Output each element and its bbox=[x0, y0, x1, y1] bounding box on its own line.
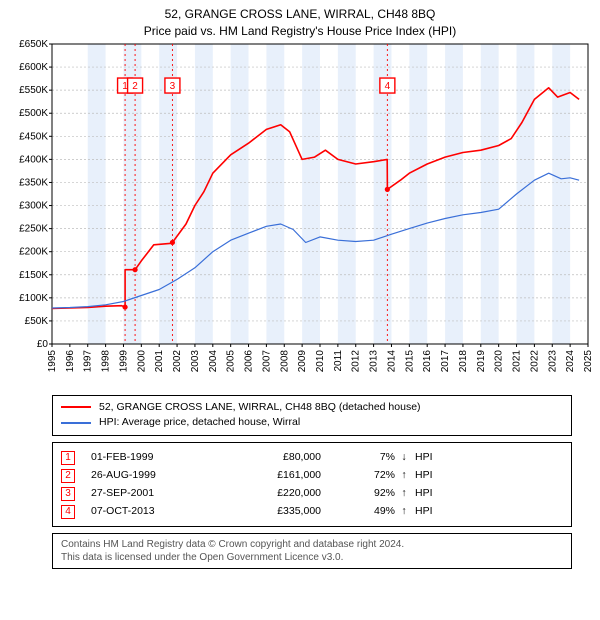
transaction-marker: 4 bbox=[61, 505, 75, 519]
svg-text:£50K: £50K bbox=[25, 316, 49, 327]
svg-text:2006: 2006 bbox=[244, 349, 255, 372]
footer-line1: Contains HM Land Registry data © Crown c… bbox=[61, 538, 563, 551]
svg-text:£650K: £650K bbox=[19, 40, 48, 50]
svg-text:2018: 2018 bbox=[458, 349, 469, 372]
transaction-hpi-label: HPI bbox=[415, 449, 433, 467]
svg-text:2004: 2004 bbox=[208, 349, 219, 372]
svg-text:£100K: £100K bbox=[19, 292, 48, 303]
svg-text:1998: 1998 bbox=[101, 349, 112, 372]
svg-text:£200K: £200K bbox=[19, 246, 48, 257]
svg-text:1997: 1997 bbox=[83, 349, 94, 372]
svg-text:2012: 2012 bbox=[351, 349, 362, 372]
svg-text:2001: 2001 bbox=[154, 349, 165, 372]
svg-text:2020: 2020 bbox=[494, 349, 505, 372]
svg-text:2019: 2019 bbox=[476, 349, 487, 372]
transaction-price: £80,000 bbox=[221, 449, 321, 467]
svg-text:2015: 2015 bbox=[404, 349, 415, 372]
transaction-price: £220,000 bbox=[221, 485, 321, 503]
transaction-direction-icon: ↑ bbox=[395, 503, 413, 521]
transaction-row: 4 07-OCT-2013£335,000 49%↑HPI bbox=[61, 503, 563, 521]
svg-text:1996: 1996 bbox=[65, 349, 76, 372]
svg-text:2014: 2014 bbox=[386, 349, 397, 372]
transactions-box: 101-FEB-1999£80,0007%↓HPI226-AUG-1999£16… bbox=[52, 442, 572, 527]
svg-text:2010: 2010 bbox=[315, 349, 326, 372]
svg-text:£450K: £450K bbox=[19, 131, 48, 142]
svg-text:£300K: £300K bbox=[19, 200, 48, 211]
transaction-pct: 49% bbox=[345, 503, 395, 521]
svg-text:2000: 2000 bbox=[136, 349, 147, 372]
transaction-row: 1 01-FEB-1999£80,000 7%↓HPI bbox=[61, 449, 563, 467]
svg-text:2013: 2013 bbox=[369, 349, 380, 372]
transaction-pct: 92% bbox=[345, 485, 395, 503]
transaction-price: £161,000 bbox=[221, 467, 321, 485]
price-chart: £0 £50K £100K £150K £200K £250K £300K £350K £400… bbox=[8, 40, 592, 386]
transaction-row: 3 27-SEP-2001£220,000 92%↑HPI bbox=[61, 485, 563, 503]
title-line1: 52, GRANGE CROSS LANE, WIRRAL, CH48 8BQ bbox=[8, 6, 592, 23]
svg-text:2024: 2024 bbox=[565, 349, 576, 372]
transaction-direction-icon: ↑ bbox=[395, 467, 413, 485]
transaction-pct: 72% bbox=[345, 467, 395, 485]
svg-text:2025: 2025 bbox=[583, 349, 592, 372]
transaction-hpi-label: HPI bbox=[415, 503, 433, 521]
legend-swatch bbox=[61, 422, 91, 424]
svg-text:2017: 2017 bbox=[440, 349, 451, 372]
svg-text:£0: £0 bbox=[37, 339, 49, 350]
legend-swatch bbox=[61, 406, 91, 408]
legend-item: HPI: Average price, detached house, Wirr… bbox=[61, 415, 563, 431]
svg-text:2022: 2022 bbox=[529, 349, 540, 372]
svg-text:2003: 2003 bbox=[190, 349, 201, 372]
svg-text:£500K: £500K bbox=[19, 108, 48, 119]
svg-text:3: 3 bbox=[170, 81, 176, 92]
chart-area: £0 £50K £100K £150K £200K £250K £300K £350K £400… bbox=[8, 40, 592, 389]
svg-text:2009: 2009 bbox=[297, 349, 308, 372]
svg-text:£150K: £150K bbox=[19, 269, 48, 280]
footer-line2: This data is licensed under the Open Gov… bbox=[61, 551, 563, 564]
transaction-direction-icon: ↓ bbox=[395, 449, 413, 467]
svg-text:2023: 2023 bbox=[547, 349, 558, 372]
transaction-direction-icon: ↑ bbox=[395, 485, 413, 503]
transaction-date: 26-AUG-1999 bbox=[91, 467, 221, 485]
svg-text:2011: 2011 bbox=[333, 349, 344, 371]
svg-text:2021: 2021 bbox=[512, 349, 523, 372]
svg-text:2016: 2016 bbox=[422, 349, 433, 372]
transaction-date: 27-SEP-2001 bbox=[91, 485, 221, 503]
transaction-date: 07-OCT-2013 bbox=[91, 503, 221, 521]
svg-text:£600K: £600K bbox=[19, 62, 48, 73]
svg-text:2008: 2008 bbox=[279, 349, 290, 372]
transaction-marker: 1 bbox=[61, 451, 75, 465]
transaction-date: 01-FEB-1999 bbox=[91, 449, 221, 467]
transaction-marker: 3 bbox=[61, 487, 75, 501]
legend-label: HPI: Average price, detached house, Wirr… bbox=[99, 415, 300, 431]
transaction-row: 2 26-AUG-1999£161,000 72%↑HPI bbox=[61, 467, 563, 485]
transaction-price: £335,000 bbox=[221, 503, 321, 521]
transaction-pct: 7% bbox=[345, 449, 395, 467]
transaction-marker: 2 bbox=[61, 469, 75, 483]
svg-text:2002: 2002 bbox=[172, 349, 183, 372]
legend-label: 52, GRANGE CROSS LANE, WIRRAL, CH48 8BQ … bbox=[99, 400, 421, 416]
svg-text:£350K: £350K bbox=[19, 177, 48, 188]
svg-text:2005: 2005 bbox=[226, 349, 237, 372]
transaction-hpi-label: HPI bbox=[415, 485, 433, 503]
svg-text:4: 4 bbox=[385, 81, 391, 92]
svg-text:£550K: £550K bbox=[19, 85, 48, 96]
legend-item: 52, GRANGE CROSS LANE, WIRRAL, CH48 8BQ … bbox=[61, 400, 563, 416]
transaction-hpi-label: HPI bbox=[415, 467, 433, 485]
chart-title: 52, GRANGE CROSS LANE, WIRRAL, CH48 8BQ … bbox=[8, 6, 592, 40]
svg-text:£400K: £400K bbox=[19, 154, 48, 165]
svg-text:2: 2 bbox=[132, 81, 138, 92]
title-line2: Price paid vs. HM Land Registry's House … bbox=[8, 23, 592, 40]
footer-box: Contains HM Land Registry data © Crown c… bbox=[52, 533, 572, 569]
svg-text:1999: 1999 bbox=[118, 349, 129, 372]
svg-text:1995: 1995 bbox=[47, 349, 58, 372]
legend-box: 52, GRANGE CROSS LANE, WIRRAL, CH48 8BQ … bbox=[52, 395, 572, 437]
svg-text:£250K: £250K bbox=[19, 223, 48, 234]
svg-text:2007: 2007 bbox=[261, 349, 272, 372]
